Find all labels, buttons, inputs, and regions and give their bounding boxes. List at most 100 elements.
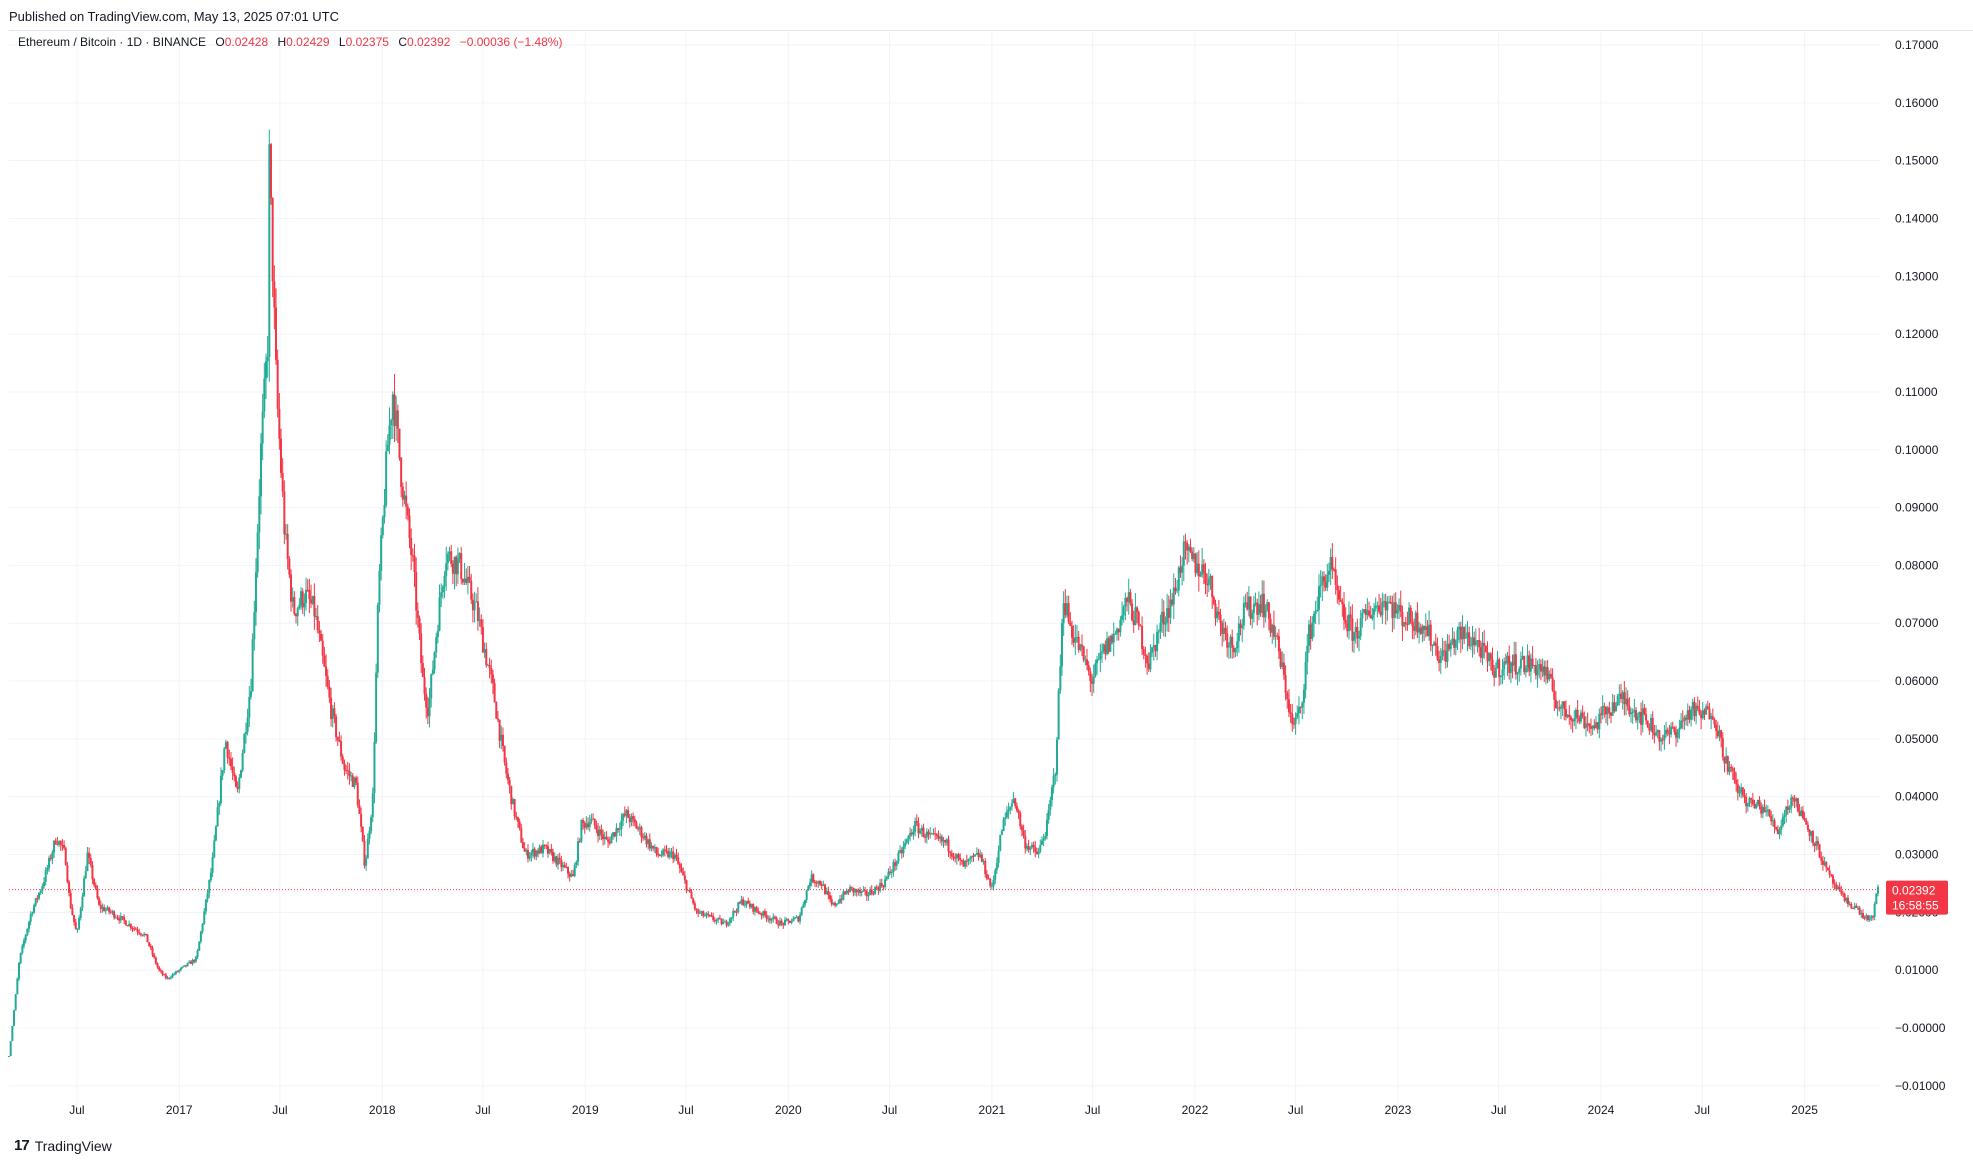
- candle-body: [191, 959, 194, 964]
- candle-body: [917, 823, 920, 834]
- candle-body: [965, 860, 968, 862]
- candle-body: [1513, 654, 1516, 666]
- candle-body: [875, 887, 878, 889]
- candle-body: [1444, 651, 1447, 662]
- candle-body: [1434, 642, 1437, 646]
- candle-body: [111, 911, 114, 913]
- candle-body: [1868, 918, 1871, 921]
- time-axis[interactable]: Jul 2017 Jul 2018 Jul 2019 Jul 2020 Jul 2021 Jul 20…: [69, 1103, 1818, 1117]
- candle-body: [1393, 602, 1396, 618]
- candle-body: [777, 923, 780, 926]
- candle-body: [1486, 652, 1489, 662]
- candle-body: [455, 556, 458, 575]
- candle-body: [1005, 811, 1008, 818]
- candle-body: [1811, 831, 1814, 844]
- candle-body: [1374, 605, 1377, 609]
- candle-body: [1670, 726, 1673, 735]
- candle-body: [383, 505, 386, 518]
- candle-body: [1226, 633, 1229, 648]
- candle-body: [1256, 602, 1259, 615]
- candle-body: [839, 898, 842, 903]
- candle-body: [1087, 665, 1090, 672]
- candle-body: [330, 697, 333, 720]
- candle-body: [461, 579, 464, 583]
- candle-body: [814, 882, 817, 884]
- candle-body: [565, 867, 568, 869]
- candle-body: [1683, 717, 1686, 721]
- candle-body: [526, 849, 529, 859]
- candle-body: [553, 856, 556, 862]
- candle-body: [578, 841, 581, 843]
- candle-body: [859, 889, 862, 893]
- footer-brand[interactable]: 17 TradingView: [14, 1137, 112, 1154]
- candle-body: [276, 359, 279, 409]
- candle-body: [805, 890, 808, 900]
- candle-body: [415, 572, 418, 611]
- candle-body: [1508, 655, 1511, 673]
- candle-body: [179, 967, 182, 970]
- candle-body: [159, 970, 162, 972]
- candle-body: [228, 757, 231, 759]
- candle-body: [113, 911, 116, 918]
- candle-body: [1678, 728, 1681, 730]
- candle-body: [1401, 611, 1404, 627]
- candle-body: [1518, 668, 1521, 673]
- candle-body: [1524, 667, 1527, 673]
- candle-body: [1558, 707, 1561, 709]
- candle-body: [1853, 905, 1856, 909]
- candle-body: [1568, 714, 1571, 718]
- candle-body: [1636, 716, 1639, 721]
- candle-body: [827, 891, 830, 896]
- y-tick-label: 0.17000: [1895, 38, 1939, 52]
- candle-body: [1701, 710, 1704, 719]
- candle-body: [1851, 907, 1854, 909]
- candle-body: [216, 807, 219, 827]
- candle-body: [1269, 618, 1272, 633]
- candle-body: [278, 408, 281, 439]
- candle-body: [854, 889, 857, 893]
- candle-body: [1451, 638, 1454, 643]
- candle-body: [692, 898, 695, 904]
- candle-body: [885, 876, 888, 880]
- candle-body: [1533, 664, 1536, 666]
- y-tick-label: 0.13000: [1895, 269, 1939, 283]
- candle-body: [118, 918, 121, 921]
- candle-body: [253, 612, 256, 640]
- candle-body: [882, 886, 885, 888]
- candle-body: [224, 741, 227, 749]
- candle-body: [1526, 655, 1529, 668]
- change-value: −0.00036 (−1.48%): [459, 35, 563, 49]
- candle-body: [747, 900, 750, 904]
- candle-body: [772, 916, 775, 920]
- price-axis[interactable]: 0.17000 0.16000 0.15000 0.14000 0.13000 0.120…: [1895, 38, 1946, 1093]
- candle-body: [697, 910, 700, 914]
- candle-body: [1219, 614, 1222, 623]
- y-tick-label: 0.05000: [1895, 732, 1939, 746]
- candle-body: [403, 495, 406, 500]
- candle-body: [123, 917, 126, 921]
- x-tick-label: Jul: [272, 1103, 287, 1117]
- candle-body: [1506, 655, 1509, 664]
- candle-body: [1282, 662, 1285, 676]
- candle-body: [341, 756, 344, 764]
- candle-body: [1030, 844, 1033, 848]
- candle-body: [1514, 654, 1517, 675]
- candle-body: [622, 813, 625, 821]
- candle-body: [18, 963, 21, 979]
- candle-body: [894, 862, 897, 866]
- candle-body: [1776, 829, 1779, 835]
- brand-name: TradingView: [34, 1137, 112, 1154]
- candle-body: [1730, 766, 1733, 769]
- candle-body: [592, 818, 595, 820]
- candle-body: [66, 865, 69, 883]
- symbol-label[interactable]: Ethereum / Bitcoin · 1D · BINANCE: [18, 35, 207, 49]
- candle-body: [1551, 677, 1554, 691]
- candle-body: [985, 874, 988, 879]
- candle-body: [1761, 807, 1764, 814]
- candle-body: [188, 961, 191, 964]
- candle-body: [219, 775, 222, 804]
- candle-body: [1836, 886, 1839, 890]
- candle-body: [562, 865, 565, 868]
- candle-body: [632, 816, 635, 819]
